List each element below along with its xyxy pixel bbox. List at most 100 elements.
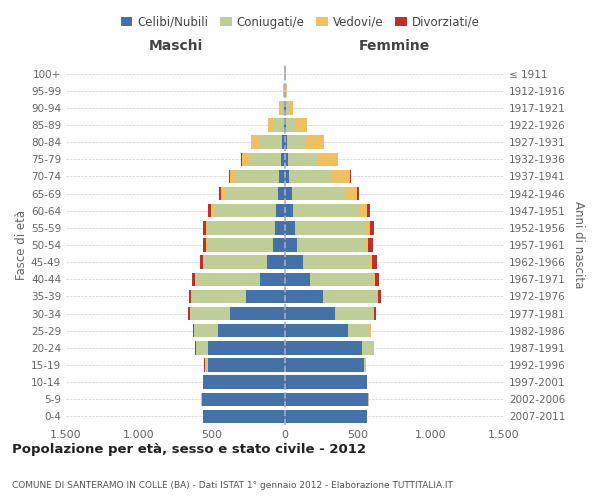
Bar [284, 101, 285, 114]
Bar [206, 238, 207, 252]
Bar [346, 187, 357, 200]
Bar [195, 272, 196, 286]
Bar [286, 101, 289, 114]
Bar [284, 118, 285, 132]
Bar [368, 238, 373, 252]
Bar [203, 376, 285, 389]
Bar [221, 187, 225, 200]
Bar [370, 221, 374, 234]
Bar [208, 358, 285, 372]
Bar [190, 307, 230, 320]
Y-axis label: Fasce di età: Fasce di età [15, 210, 28, 280]
Bar [285, 152, 288, 166]
Bar [286, 118, 296, 132]
Bar [373, 272, 375, 286]
Bar [205, 358, 208, 372]
Bar [278, 187, 285, 200]
Bar [193, 324, 194, 338]
Bar [203, 221, 206, 234]
Bar [208, 221, 275, 234]
Bar [374, 307, 376, 320]
Bar [192, 272, 195, 286]
Bar [196, 272, 260, 286]
Bar [289, 101, 293, 114]
Bar [287, 136, 306, 149]
Bar [375, 272, 379, 286]
Bar [274, 118, 284, 132]
Bar [362, 341, 373, 354]
Bar [372, 256, 377, 269]
Bar [285, 238, 296, 252]
Bar [250, 152, 281, 166]
Bar [310, 272, 373, 286]
Bar [242, 152, 250, 166]
Bar [365, 238, 368, 252]
Bar [285, 358, 364, 372]
Bar [196, 341, 208, 354]
Bar [293, 204, 359, 218]
Bar [208, 204, 211, 218]
Bar [229, 170, 230, 183]
Bar [359, 204, 367, 218]
Bar [285, 272, 310, 286]
Bar [268, 118, 274, 132]
Bar [285, 221, 295, 234]
Bar [203, 256, 268, 269]
Bar [203, 410, 285, 423]
Bar [364, 358, 366, 372]
Bar [302, 256, 370, 269]
Bar [379, 290, 382, 303]
Text: COMUNE DI SANTERAMO IN COLLE (BA) - Dati ISTAT 1° gennaio 2012 - Elaborazione TU: COMUNE DI SANTERAMO IN COLLE (BA) - Dati… [12, 480, 453, 490]
Bar [251, 136, 259, 149]
Bar [188, 307, 190, 320]
Text: Popolazione per età, sesso e stato civile - 2012: Popolazione per età, sesso e stato civil… [12, 442, 366, 456]
Bar [214, 204, 276, 218]
Bar [335, 307, 374, 320]
Bar [367, 204, 370, 218]
Bar [285, 341, 362, 354]
Bar [348, 324, 370, 338]
Bar [306, 136, 323, 149]
Bar [285, 187, 292, 200]
Bar [276, 204, 285, 218]
Text: Femmine: Femmine [359, 39, 430, 53]
Bar [350, 170, 351, 183]
Bar [203, 238, 206, 252]
Bar [189, 290, 191, 303]
Bar [282, 136, 285, 149]
Y-axis label: Anni di nascita: Anni di nascita [572, 202, 585, 288]
Legend: Celibi/Nubili, Coniugati/e, Vedovi/e, Divorziati/e: Celibi/Nubili, Coniugati/e, Vedovi/e, Di… [116, 11, 484, 34]
Bar [357, 187, 359, 200]
Bar [279, 170, 285, 183]
Bar [245, 290, 285, 303]
Bar [378, 290, 379, 303]
Bar [317, 152, 338, 166]
Bar [281, 101, 284, 114]
Bar [285, 376, 367, 389]
Bar [274, 238, 285, 252]
Bar [370, 256, 372, 269]
Bar [191, 290, 245, 303]
Bar [285, 136, 287, 149]
Bar [296, 118, 307, 132]
Bar [200, 256, 203, 269]
Bar [279, 101, 281, 114]
Bar [285, 204, 293, 218]
Bar [268, 256, 285, 269]
Bar [225, 187, 278, 200]
Bar [285, 118, 286, 132]
Bar [289, 170, 332, 183]
Bar [285, 410, 367, 423]
Bar [285, 307, 335, 320]
Bar [275, 221, 285, 234]
Bar [230, 307, 285, 320]
Bar [220, 187, 221, 200]
Bar [206, 221, 208, 234]
Bar [332, 170, 350, 183]
Bar [260, 272, 285, 286]
Bar [285, 324, 348, 338]
Bar [288, 152, 317, 166]
Bar [218, 324, 285, 338]
Bar [259, 136, 282, 149]
Bar [295, 221, 365, 234]
